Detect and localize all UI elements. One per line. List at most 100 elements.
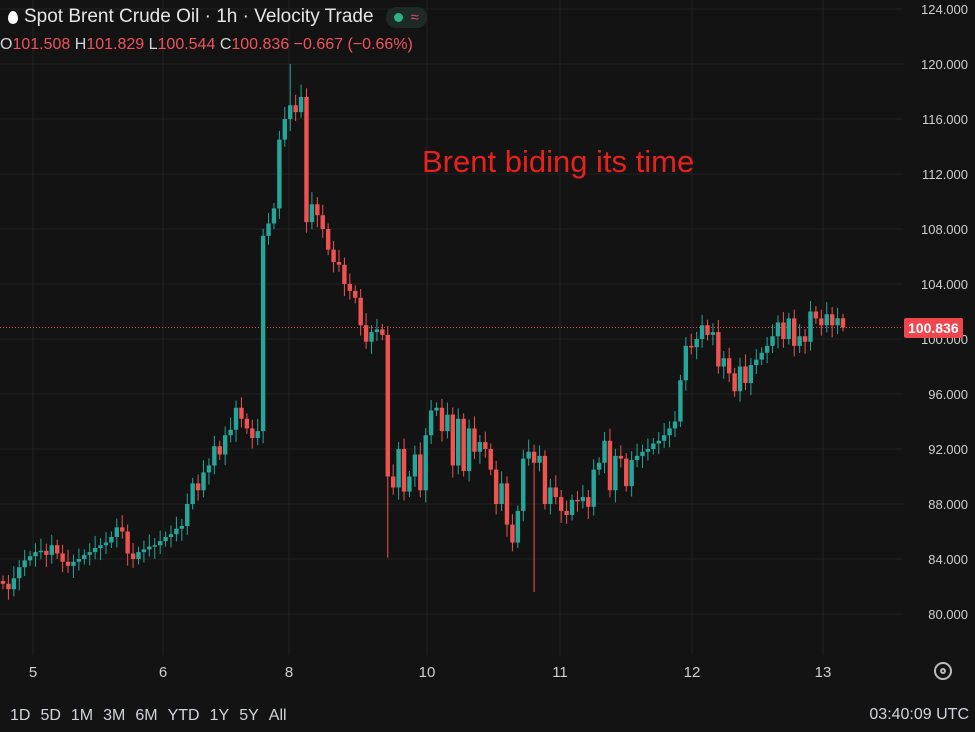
x-tick-label: 10 xyxy=(419,664,436,681)
range-6m[interactable]: 6M xyxy=(135,707,158,724)
candle-body xyxy=(526,451,531,459)
candle-body xyxy=(185,504,190,526)
candle-body xyxy=(542,455,548,504)
candle-body xyxy=(483,442,488,449)
market-open-icon xyxy=(393,12,403,22)
range-ytd[interactable]: YTD xyxy=(167,707,200,724)
candle-body xyxy=(54,545,60,554)
candle-body xyxy=(461,418,466,471)
candle-body xyxy=(770,336,775,346)
clock: 03:40:09 UTC xyxy=(869,706,969,723)
candle-body xyxy=(466,428,472,471)
candle-body xyxy=(586,497,591,507)
candle-body xyxy=(374,329,380,333)
candle-body xyxy=(726,358,732,374)
candle-body xyxy=(147,546,152,550)
candle-body xyxy=(222,435,228,455)
symbol-title[interactable]: Spot Brent Crude Oil · 1h · Velocity Tra… xyxy=(24,6,374,27)
candle-body xyxy=(678,380,683,422)
y-tick-label: 92.000 xyxy=(928,442,968,457)
candle-body xyxy=(244,418,250,429)
candle-body xyxy=(304,97,309,223)
candle-body xyxy=(120,527,125,532)
candle-body xyxy=(423,435,428,491)
candle-body xyxy=(629,460,634,487)
candle-body xyxy=(759,352,764,360)
range-5d[interactable]: 5D xyxy=(40,707,61,724)
candle-body xyxy=(363,325,369,342)
candle-body xyxy=(732,373,737,392)
candle-body xyxy=(163,537,168,542)
range-1y[interactable]: 1Y xyxy=(209,707,230,724)
candle-body xyxy=(721,358,726,367)
candle-body xyxy=(694,339,699,348)
candle-body xyxy=(521,458,526,511)
candle-body xyxy=(342,264,347,284)
range-all[interactable]: All xyxy=(268,707,287,724)
candle-body xyxy=(309,204,315,223)
candle-body xyxy=(456,418,461,466)
range-5y[interactable]: 5Y xyxy=(239,707,259,724)
candle-body xyxy=(0,581,6,584)
candle-body xyxy=(190,483,195,504)
candle-body xyxy=(157,541,163,546)
candle-body xyxy=(212,446,217,466)
candle-body xyxy=(488,449,493,470)
candle-body xyxy=(152,545,157,547)
candle-body xyxy=(645,449,651,452)
candle-body xyxy=(477,442,483,452)
candle-body xyxy=(22,560,27,568)
candle-body xyxy=(624,458,629,487)
candle-body xyxy=(320,215,325,229)
candle-body xyxy=(450,414,456,466)
candle-body xyxy=(239,407,244,419)
candle-body xyxy=(781,322,786,339)
candle-body xyxy=(353,290,358,298)
gear-icon[interactable] xyxy=(934,662,952,680)
candle-body xyxy=(87,552,92,555)
candle-body xyxy=(434,407,439,411)
candle-body xyxy=(277,139,282,209)
candle-body xyxy=(716,332,721,367)
candle-body xyxy=(401,449,407,492)
candle-body xyxy=(114,527,120,537)
y-tick-label: 116.000 xyxy=(922,112,968,127)
range-1d[interactable]: 1D xyxy=(10,707,31,724)
range-1m[interactable]: 1M xyxy=(70,707,94,724)
candle-body xyxy=(564,510,569,515)
candle-body xyxy=(802,336,808,342)
candle-body xyxy=(792,318,797,346)
last-price-label: 100.836 xyxy=(904,318,963,338)
candle-body xyxy=(591,469,596,507)
candle-body xyxy=(510,524,515,543)
y-tick-label: 88.000 xyxy=(928,497,968,512)
candle-body xyxy=(748,365,754,383)
oil-drop-icon xyxy=(8,10,18,24)
y-tick-label: 80.000 xyxy=(928,607,968,622)
y-tick-label: 124.000 xyxy=(921,2,968,17)
candle-body xyxy=(385,334,390,477)
candle-body xyxy=(98,545,103,548)
candle-body xyxy=(331,249,336,262)
candle-body xyxy=(233,407,239,430)
candle-body xyxy=(835,318,840,326)
candle-body xyxy=(640,451,645,456)
price-chart[interactable]: 124.000 120.000 116.000 112.000 108.000 104.0… xyxy=(0,0,975,700)
ohlc-legend: O101.508 H101.829 L100.544 C100.836 −0.6… xyxy=(0,36,413,54)
candle-body xyxy=(49,545,54,555)
market-status-badge[interactable]: ≈ xyxy=(385,6,427,28)
candle-body xyxy=(38,550,44,553)
range-3m[interactable]: 3M xyxy=(103,707,126,724)
candle-body xyxy=(250,428,255,438)
candle-body xyxy=(33,552,38,557)
candle-body xyxy=(60,553,65,562)
candle-body xyxy=(282,119,288,140)
candle-body xyxy=(819,318,824,326)
high-value: 101.829 xyxy=(86,36,145,53)
y-tick-label: 108.000 xyxy=(921,222,968,237)
x-tick-label: 13 xyxy=(815,664,832,681)
candle-body xyxy=(65,561,71,566)
candle-body xyxy=(613,455,618,491)
candle-body xyxy=(347,284,353,291)
chart-annotation: Brent biding its time xyxy=(422,144,695,179)
